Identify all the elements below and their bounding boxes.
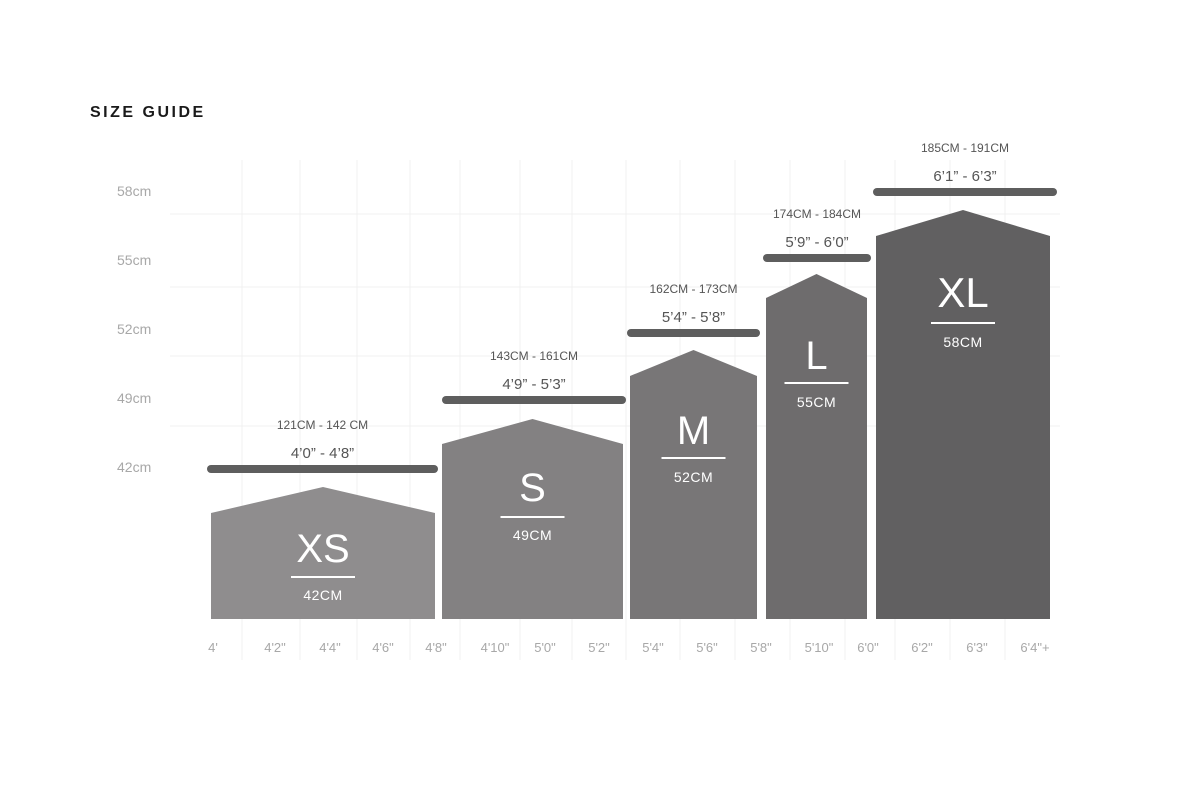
size-bar-m xyxy=(630,350,757,619)
chest-label: 49CM xyxy=(513,527,552,543)
chest-label: 52CM xyxy=(674,469,713,485)
height-cm-label: 162CM - 173CM xyxy=(649,282,737,296)
x-tick-label: 6'2" xyxy=(911,640,933,655)
x-tick-label: 5'4" xyxy=(642,640,664,655)
y-tick-label: 49cm xyxy=(117,390,151,406)
x-tick-label: 4'4" xyxy=(319,640,341,655)
height-cm-label: 143CM - 161CM xyxy=(490,349,578,363)
height-ft-label: 5’9” - 6’0” xyxy=(785,234,848,251)
size-bar-l xyxy=(766,274,867,619)
y-tick-label: 42cm xyxy=(117,459,151,475)
y-tick-label: 52cm xyxy=(117,321,151,337)
x-tick-label: 5'2" xyxy=(588,640,610,655)
page-title: SIZE GUIDE xyxy=(90,104,206,121)
height-ft-label: 4’9” - 5’3” xyxy=(502,376,565,393)
x-tick-label: 6'0" xyxy=(857,640,879,655)
size-letter: M xyxy=(677,409,710,453)
size-letter: XS xyxy=(296,527,349,571)
x-tick-label: 5'0" xyxy=(534,640,556,655)
y-tick-label: 58cm xyxy=(117,183,151,199)
height-cm-label: 174CM - 184CM xyxy=(773,207,861,221)
height-ft-label: 6’1” - 6’3” xyxy=(933,168,996,185)
x-tick-label: 4' xyxy=(208,640,218,655)
x-tick-label: 4'6" xyxy=(372,640,394,655)
x-tick-label: 4'10" xyxy=(481,640,510,655)
size-letter: XL xyxy=(937,269,988,316)
size-bar-s xyxy=(442,419,623,619)
y-tick-label: 55cm xyxy=(117,252,151,268)
x-tick-label: 5'8" xyxy=(750,640,772,655)
x-tick-label: 4'2" xyxy=(264,640,286,655)
x-tick-label: 4'8" xyxy=(425,640,447,655)
chest-label: 42CM xyxy=(303,587,342,603)
height-cm-label: 185CM - 191CM xyxy=(921,141,1009,155)
chest-label: 58CM xyxy=(943,334,982,350)
x-tick-label: 5'6" xyxy=(696,640,718,655)
size-letter: S xyxy=(519,466,546,510)
chest-label: 55CM xyxy=(797,394,836,410)
x-tick-label: 6'3" xyxy=(966,640,988,655)
size-bar-xl xyxy=(876,210,1050,619)
x-tick-label: 6'4"+ xyxy=(1020,640,1049,655)
height-cm-label: 121CM - 142 CM xyxy=(277,418,368,432)
size-bar-xs xyxy=(211,487,435,619)
size-letter: L xyxy=(805,334,827,378)
height-ft-label: 4’0” - 4’8” xyxy=(291,445,354,462)
height-ft-label: 5’4” - 5’8” xyxy=(662,309,725,326)
x-tick-label: 5'10" xyxy=(805,640,834,655)
